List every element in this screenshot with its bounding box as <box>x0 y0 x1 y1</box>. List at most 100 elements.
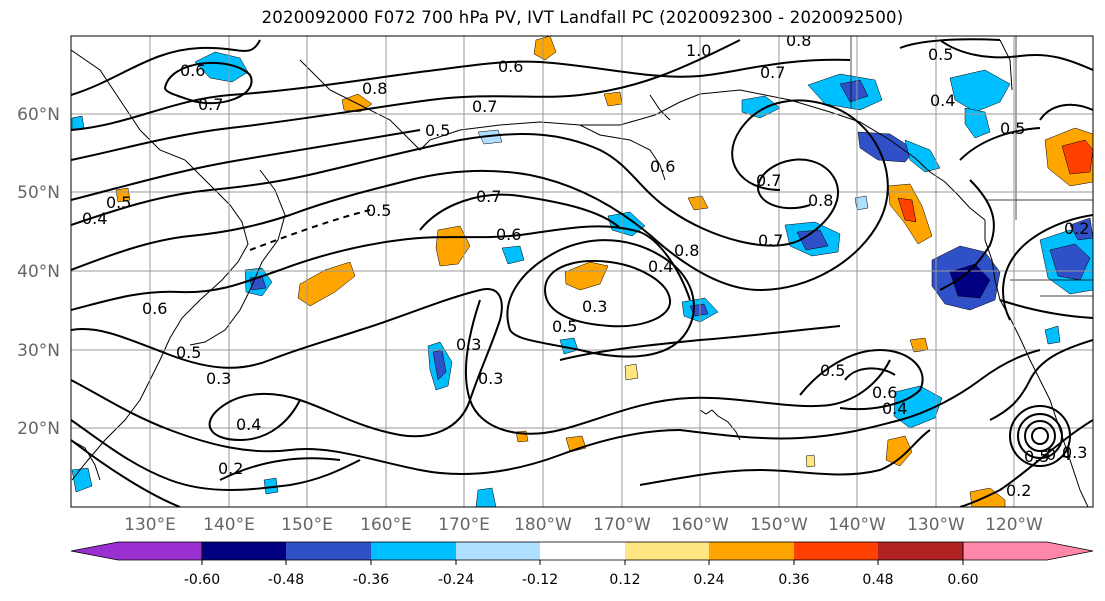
contour-label: 0.4 <box>930 91 955 110</box>
contour-label: 0.8 <box>674 241 699 260</box>
contour-label: 0.5 <box>425 121 450 140</box>
contour-label: 0.5 <box>1024 447 1049 466</box>
contour-label: 0.5 <box>176 343 201 362</box>
colorbar-tick-label: -0.48 <box>268 572 304 588</box>
contour-label: 0.6 <box>872 383 897 402</box>
lon-label: 160°W <box>671 515 729 535</box>
colorbar-swatch-low-extend <box>70 541 203 561</box>
anomaly-patch <box>805 454 816 468</box>
contour-label: 0.5 <box>552 317 577 336</box>
map-frame <box>70 35 1094 508</box>
lat-label: 40°N <box>17 262 60 282</box>
contour-label: 0.6 <box>496 225 521 244</box>
colorbar-tick-label: 0.24 <box>693 572 724 588</box>
contour-label: 0.8 <box>362 79 387 98</box>
contour-label: 0.4 <box>882 399 907 418</box>
anomaly-patch <box>297 261 356 307</box>
contour-label: 0.5 <box>106 193 131 212</box>
contour-label: 0.5 <box>820 361 845 380</box>
anomaly-patch <box>885 435 913 467</box>
contour-label: 0.4 <box>648 257 673 276</box>
contour-label: 0.7 <box>760 63 785 82</box>
anomaly-patch <box>741 95 781 119</box>
contour-label: 0.3 <box>206 369 231 388</box>
contour-label: 1.0 <box>686 41 711 60</box>
anomaly-patch <box>839 79 869 103</box>
lat-label: 60°N <box>17 105 60 125</box>
contour-label: 0.6 <box>650 157 675 176</box>
contour-label: 0.5 <box>1000 119 1025 138</box>
contour-label: 0.7 <box>198 95 223 114</box>
contour-label: 0.6 <box>180 61 205 80</box>
colorbar-swatch <box>286 542 371 560</box>
lon-label: 130°W <box>907 515 965 535</box>
pv-contours <box>71 38 1093 507</box>
colorbar-swatch <box>202 542 286 560</box>
anomaly-patch <box>949 69 1011 113</box>
contour-label: 0.7 <box>476 187 501 206</box>
anomaly-patch <box>475 487 497 507</box>
lon-label: 180°W <box>514 515 572 535</box>
lon-label: 140°W <box>828 515 886 535</box>
contour-labels: 0.6 0.7 0.8 0.6 0.7 1.0 0.8 0.7 0.5 0.4 … <box>82 31 1089 500</box>
colorbar-swatch <box>371 542 456 560</box>
anomaly-patch <box>564 261 609 291</box>
colorbar-swatch <box>709 542 794 560</box>
anomaly-patch <box>969 487 1006 507</box>
coastlines <box>71 39 1089 507</box>
lon-label: 140°E <box>203 515 255 535</box>
lon-label: 160°E <box>360 515 412 535</box>
anomaly-patch <box>854 195 869 211</box>
colorbar-swatch <box>625 542 709 560</box>
colorbar-tick-label: 0.36 <box>778 572 809 588</box>
contour-label: 0.3 <box>1062 443 1087 462</box>
lat-label: 30°N <box>17 341 60 361</box>
contour-label: 0.8 <box>786 31 811 50</box>
lat-label: 20°N <box>17 419 60 439</box>
colorbar-swatch-high-extend <box>962 541 1094 561</box>
colorbar-tick-label: 0.12 <box>609 572 640 588</box>
contour-label: 0.2 <box>218 459 243 478</box>
lon-label: 170°E <box>438 515 490 535</box>
anomaly-patch <box>949 263 991 299</box>
contour-label: 0.3 <box>456 335 481 354</box>
contour-label: 0.6 <box>498 57 523 76</box>
anomaly-patch <box>432 349 447 381</box>
contour-label: 0.8 <box>808 191 833 210</box>
colorbar-tick-label: 0.60 <box>947 572 978 588</box>
anomaly-patch <box>477 129 503 145</box>
contour-label: 0.7 <box>756 171 781 190</box>
colorbar-tick-label: -0.60 <box>184 572 220 588</box>
lon-label: 120°W <box>985 515 1043 535</box>
longitude-axis: 130°E 140°E 150°E 160°E 170°E 180°W 170°… <box>124 515 1043 535</box>
anomaly-patch <box>964 107 991 139</box>
political-borders <box>850 36 1093 297</box>
anomaly-patch <box>533 36 557 61</box>
colorbar: -0.60 -0.48 -0.36 -0.24 -0.12 0.12 0.24 … <box>70 541 1094 588</box>
lat-label: 50°N <box>17 183 60 203</box>
anomaly-patch <box>687 195 709 211</box>
latitude-axis: 60°N 50°N 40°N 30°N 20°N <box>17 105 60 439</box>
colorbar-swatch <box>794 542 878 560</box>
contour-label: 0.7 <box>472 97 497 116</box>
anomaly-patch <box>1044 325 1061 345</box>
colorbar-swatch <box>540 542 625 560</box>
contour-label: 0.2 <box>1006 481 1031 500</box>
contour-label: 0.5 <box>928 45 953 64</box>
colorbar-tick-label: -0.36 <box>353 572 389 588</box>
pv-contour-dashed <box>249 209 371 251</box>
contour-label: 0.4 <box>82 209 107 228</box>
colorbar-outline <box>201 541 964 561</box>
contour-label: 0.2 <box>1064 219 1089 238</box>
anomaly-patch <box>624 363 639 381</box>
contour-label: 0.4 <box>236 415 261 434</box>
colorbar-tick-label: -0.12 <box>522 572 558 588</box>
colorbar-ticks <box>201 560 964 565</box>
anomaly-patch <box>897 197 917 223</box>
colorbar-swatch <box>456 542 540 560</box>
colorbar-tick-label: -0.24 <box>438 572 474 588</box>
anomaly-patch <box>1069 217 1093 241</box>
contour-label: 0.4 <box>1046 445 1071 464</box>
anomaly-patch <box>435 225 471 267</box>
